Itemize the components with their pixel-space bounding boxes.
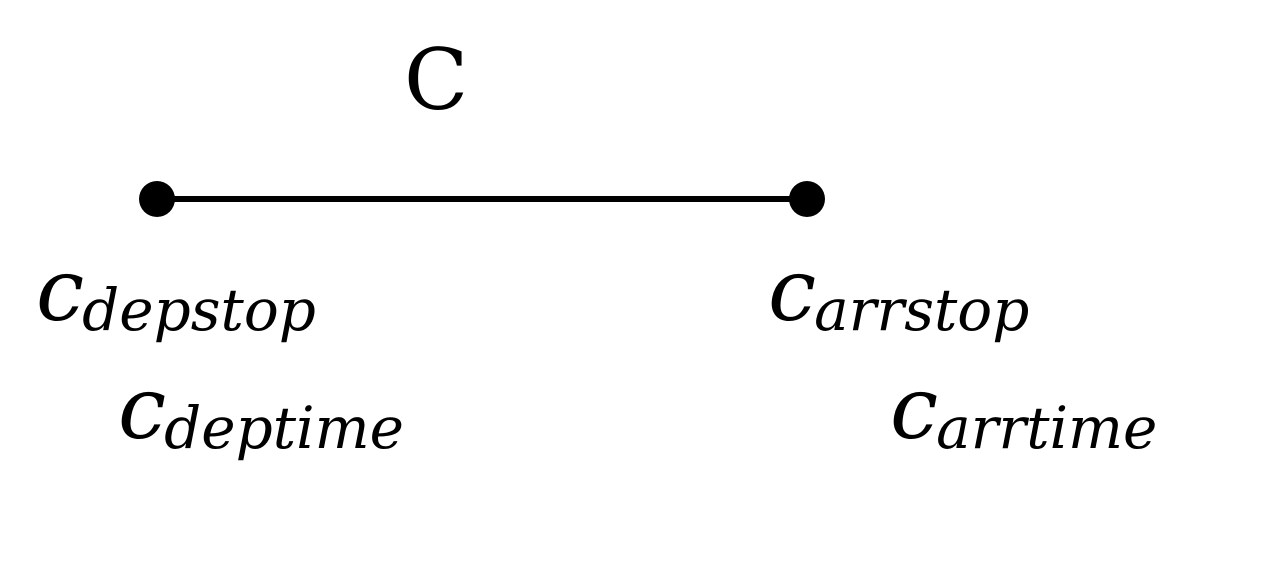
departure-node [139, 181, 175, 217]
arrival-stop-base: c [768, 241, 817, 341]
arrival-time-subscript: arrtime [936, 394, 1158, 462]
departure-stop-label: cdepstop [36, 248, 316, 339]
departure-stop-base: c [36, 241, 85, 341]
departure-stop-subscript: depstop [82, 276, 316, 344]
arrival-node [789, 181, 825, 217]
connection-label: C [404, 31, 469, 129]
arrival-time-label: carrtime [890, 366, 1157, 457]
arrival-time-base: c [890, 359, 939, 459]
arrival-stop-subscript: arrstop [814, 276, 1030, 344]
departure-time-base: c [118, 359, 167, 459]
arrival-stop-label: carrstop [768, 248, 1029, 339]
departure-time-subscript: deptime [164, 394, 404, 462]
departure-time-label: cdeptime [118, 366, 404, 457]
